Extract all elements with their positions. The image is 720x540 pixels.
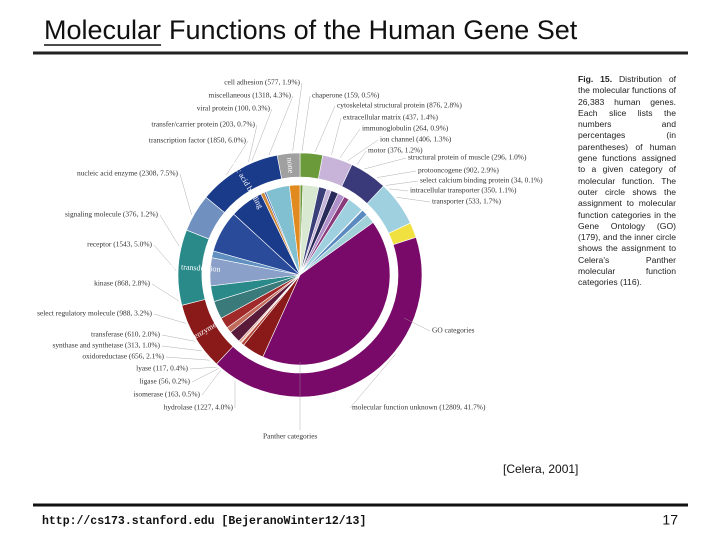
slice-label: lyase (117, 0.4%) [136,364,188,373]
slice-label: cell adhesion (577, 1.9%) [224,78,300,87]
leader-line [349,353,397,409]
leader-line [385,180,419,186]
leader-line [396,197,431,203]
leader-line [248,124,258,163]
leader-line [331,117,342,156]
source: [Celera, 2001] [503,462,578,476]
series-name: Panther categories [263,432,318,441]
leader-line [159,214,180,247]
leader-line [389,188,409,192]
pie-figure: chaperone (159, 0.5%)cytoskeletal struct… [37,78,543,441]
slice-label: ion channel (406, 1.3%) [380,135,452,144]
slice-label: extracellular matrix (437, 1.4%) [343,113,439,122]
leader-line [189,366,217,370]
ring-label: none [285,157,295,174]
slice-label: select calcium binding protein (34, 0.1%… [420,176,543,185]
slice-label: signaling molecule (376, 1.2%) [65,210,159,219]
slice-label: molecular function unknown (12809, 41.7%… [352,403,486,412]
leader-line [339,128,361,158]
leader-line [251,108,273,161]
page-number: 17 [662,512,678,528]
slice-label: transferase (610, 2.0%) [91,330,160,339]
leader-line [153,313,186,324]
caption-head: Fig. 15. [578,74,613,84]
slice-label: synthase and synthetase (313, 1.0%) [52,341,160,350]
leader-line [165,356,210,361]
leader-line [347,139,379,161]
leader-line [201,370,221,396]
leader-line [179,173,192,215]
slice-label: intracellular transporter (350, 1.1%) [410,186,517,195]
title-underlined: Molecular [44,15,161,45]
leader-line [268,95,294,156]
leader-line [161,334,196,342]
caption-text: Distribution of the molecular functions … [578,74,676,288]
slice-label: immunoglobulin (264, 0.9%) [362,124,449,133]
leader-line [314,105,336,153]
slice-label: kinase (868, 2.8%) [94,279,150,288]
series-name: GO categories [432,326,475,335]
leader-line [403,317,431,332]
slice-label: cytoskeletal structural protein (876, 2.… [337,101,462,110]
ring-segment [276,152,301,180]
slice-label: select regulatory molecule (988, 3.2%) [37,309,152,318]
slice-label: protooncogene (902, 2.9%) [418,166,499,175]
caption: Fig. 15. Distribution of the molecular f… [578,74,676,289]
leader-line [161,345,202,352]
slice-label: viral protein (100, 0.3%) [197,104,271,113]
leader-line [364,157,407,170]
slice-label: nucleic acid enzyme (2308, 7.5%) [77,169,179,178]
slice-label: motor (376, 1.2%) [368,146,423,155]
title-rest: Functions of the Human Gene Set [169,15,578,45]
slice-label: hydrolase (1227, 4.0%) [164,403,234,412]
leader-line [292,82,303,152]
slice-label: transporter (533, 1.7%) [432,197,501,206]
footer-url: http://cs173.stanford.edu [BejeranoWinte… [42,515,366,528]
leader-line [376,170,417,178]
leader-line [356,150,367,165]
slice-label: isomerase (163, 0.5%) [134,390,201,399]
slice-label: transcription factor (1850, 6.0%) [149,136,247,145]
slice-label: ligase (56, 0.2%) [140,377,191,386]
leader-line [191,368,219,383]
leader-line [153,244,177,271]
pie-slice [262,222,391,366]
slice-label: structural protein of muscle (296, 1.0%) [408,153,527,162]
leader-line [151,283,179,302]
slice-label: miscellaneous (1318, 4.3%) [208,91,291,100]
slice-label: transfer/carrier protein (203, 0.7%) [151,120,255,129]
leader-line [225,140,249,176]
slice-label: receptor (1543, 5.0%) [87,240,152,249]
pie-slice [289,184,301,276]
leader-line [301,95,311,152]
ring-label: signal transduction [160,261,221,274]
slice-label: oxidoreductase (656, 2.1%) [82,352,164,361]
slice-label: chaperone (159, 0.5%) [312,91,380,100]
